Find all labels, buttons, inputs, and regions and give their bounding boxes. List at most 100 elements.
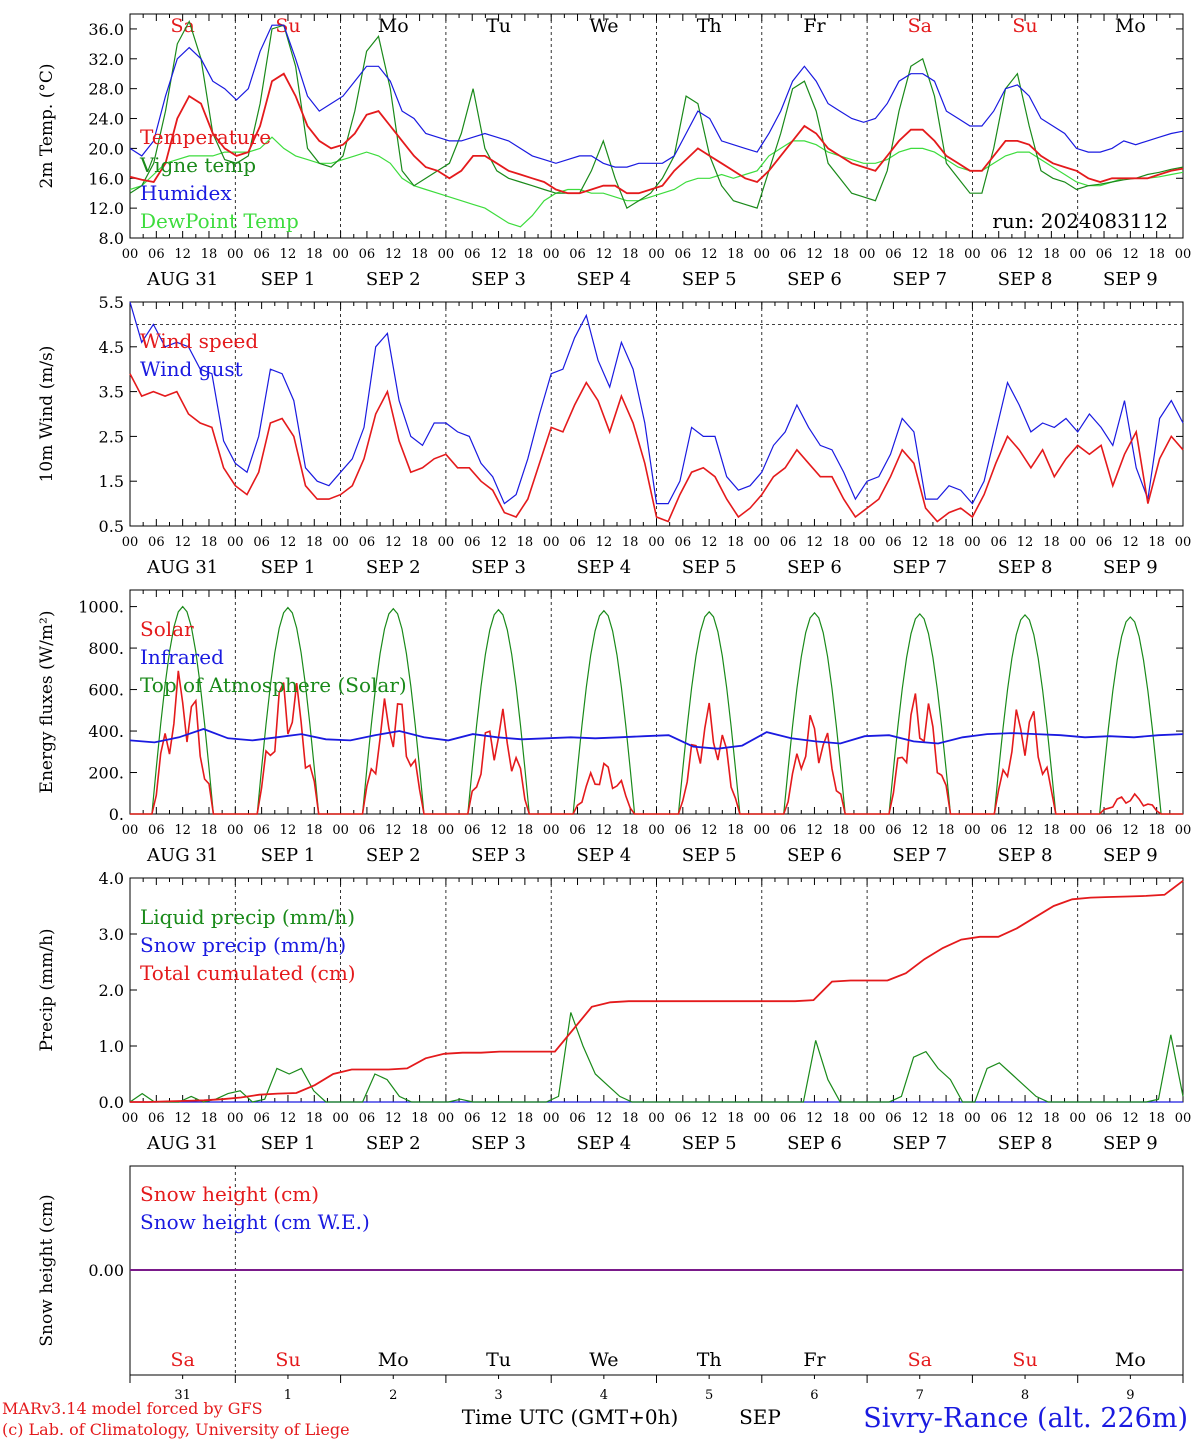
hour-tick-label: 06 xyxy=(675,1111,692,1126)
hour-tick-label: 12 xyxy=(1017,823,1034,838)
temperature-panel: 2m Temp. (°C) 00 06 12 18 AUG 31 00 06 12 18 SEP 1… xyxy=(37,13,1191,290)
date-label: SEP 8 xyxy=(998,845,1053,866)
hour-tick-label: 06 xyxy=(464,823,481,838)
hour-tick-label: 18 xyxy=(727,1111,744,1126)
run-label: run: 2024083112 xyxy=(992,209,1168,233)
hour-tick-label: 06 xyxy=(253,823,270,838)
hour-tick-label: 12 xyxy=(174,823,191,838)
day-number-label: 6 xyxy=(810,1388,818,1403)
hour-tick-label: 12 xyxy=(701,247,718,262)
date-label: SEP 4 xyxy=(576,1133,631,1154)
hour-tick-label: 12 xyxy=(385,823,402,838)
hour-tick-label: 06 xyxy=(464,535,481,550)
y-tick-label: 12.0 xyxy=(88,199,124,218)
date-label: SEP 5 xyxy=(682,1133,737,1154)
y-axis-label: Snow height (cm) xyxy=(37,1194,57,1346)
hour-tick-label: 18 xyxy=(411,535,428,550)
day-name-label: Sa xyxy=(170,1349,194,1371)
hour-tick-label: 12 xyxy=(1122,823,1139,838)
hour-tick-label: 06 xyxy=(780,247,797,262)
day-name-label: Sa xyxy=(170,15,194,37)
hour-tick-label: 00 xyxy=(122,247,139,262)
legend-entry: Wind gust xyxy=(140,357,243,381)
hour-tick-label: 12 xyxy=(490,1111,507,1126)
y-tick-label: 24.0 xyxy=(88,110,124,129)
day-number-label: 8 xyxy=(1021,1388,1029,1403)
hour-tick-label: 00 xyxy=(122,535,139,550)
series-line-solar xyxy=(130,670,1183,815)
hour-tick-label: 00 xyxy=(1175,1111,1192,1126)
hour-tick-label: 00 xyxy=(227,1111,244,1126)
y-tick-label: 800. xyxy=(88,639,124,658)
hour-tick-label: 12 xyxy=(701,823,718,838)
hour-tick-label: 18 xyxy=(517,1111,534,1126)
date-label: SEP 3 xyxy=(471,557,526,578)
hour-tick-label: 06 xyxy=(1096,823,1113,838)
hour-tick-label: 06 xyxy=(990,1111,1007,1126)
date-label: SEP 3 xyxy=(471,269,526,290)
hour-tick-label: 06 xyxy=(675,247,692,262)
hour-tick-label: 06 xyxy=(253,535,270,550)
y-tick-label: 0. xyxy=(109,805,124,824)
hour-tick-label: 00 xyxy=(438,823,455,838)
hour-tick-label: 00 xyxy=(754,535,771,550)
legend-entry: Snow height (cm) xyxy=(140,1182,319,1206)
legend-entry: Wind speed xyxy=(140,329,258,353)
y-tick-label: 400. xyxy=(88,722,124,741)
hour-tick-label: 12 xyxy=(280,1111,297,1126)
y-tick-label: 4.5 xyxy=(99,338,124,357)
series-line-wind-gust xyxy=(129,301,1184,505)
day-name-label: Su xyxy=(275,15,300,37)
hour-tick-label: 18 xyxy=(622,535,639,550)
hour-tick-label: 12 xyxy=(385,535,402,550)
date-label: SEP 2 xyxy=(366,1133,421,1154)
hour-tick-label: 06 xyxy=(148,1111,165,1126)
hour-tick-label: 06 xyxy=(885,247,902,262)
day-name-label: Su xyxy=(1012,1349,1037,1371)
hour-tick-label: 12 xyxy=(1122,247,1139,262)
lab-credit: (c) Lab. of Climatology, University of L… xyxy=(2,1420,350,1439)
legend-entry: Infrared xyxy=(140,645,224,669)
hour-tick-label: 06 xyxy=(569,247,586,262)
date-label: SEP 5 xyxy=(682,557,737,578)
date-label: SEP 4 xyxy=(576,557,631,578)
y-tick-label: 1.0 xyxy=(99,1037,124,1056)
hour-tick-label: 12 xyxy=(280,247,297,262)
hour-tick-label: 18 xyxy=(622,247,639,262)
y-tick-label: 0.5 xyxy=(99,517,124,536)
legend-entry: Solar xyxy=(140,617,194,641)
day-name-label: Fr xyxy=(803,15,826,37)
hour-tick-label: 18 xyxy=(938,823,955,838)
hour-tick-label: 00 xyxy=(754,823,771,838)
hour-tick-label: 06 xyxy=(464,247,481,262)
hour-tick-label: 18 xyxy=(201,247,218,262)
hour-tick-label: 00 xyxy=(1069,1111,1086,1126)
y-tick-label: 1.5 xyxy=(99,472,124,491)
hour-tick-label: 00 xyxy=(964,247,981,262)
date-label: SEP 1 xyxy=(261,845,316,866)
hour-tick-label: 06 xyxy=(148,247,165,262)
hour-tick-label: 00 xyxy=(438,247,455,262)
date-label: SEP 8 xyxy=(998,557,1053,578)
y-tick-label: 32.0 xyxy=(88,50,124,69)
hour-tick-label: 06 xyxy=(990,247,1007,262)
y-axis-label: Energy fluxes (W/m²) xyxy=(37,611,57,794)
day-number-label: 31 xyxy=(174,1388,191,1403)
hour-tick-label: 06 xyxy=(780,535,797,550)
y-tick-label: 28.0 xyxy=(88,80,124,99)
series-line-infrared xyxy=(129,728,1184,750)
hour-tick-label: 18 xyxy=(306,247,323,262)
series-line-liquid-precip xyxy=(129,1012,1184,1103)
day-name-label: Su xyxy=(275,1349,300,1371)
hour-tick-label: 00 xyxy=(754,247,771,262)
hour-tick-label: 00 xyxy=(122,823,139,838)
date-label: SEP 2 xyxy=(366,845,421,866)
hour-tick-label: 18 xyxy=(1148,823,1165,838)
hour-tick-label: 06 xyxy=(675,823,692,838)
hour-tick-label: 00 xyxy=(859,823,876,838)
y-tick-label: 16.0 xyxy=(88,169,124,188)
date-label: SEP 3 xyxy=(471,1133,526,1154)
hour-tick-label: 18 xyxy=(622,1111,639,1126)
legend-entry: Humidex xyxy=(140,181,232,205)
legend-entry: Snow height (cm W.E.) xyxy=(140,1210,370,1234)
